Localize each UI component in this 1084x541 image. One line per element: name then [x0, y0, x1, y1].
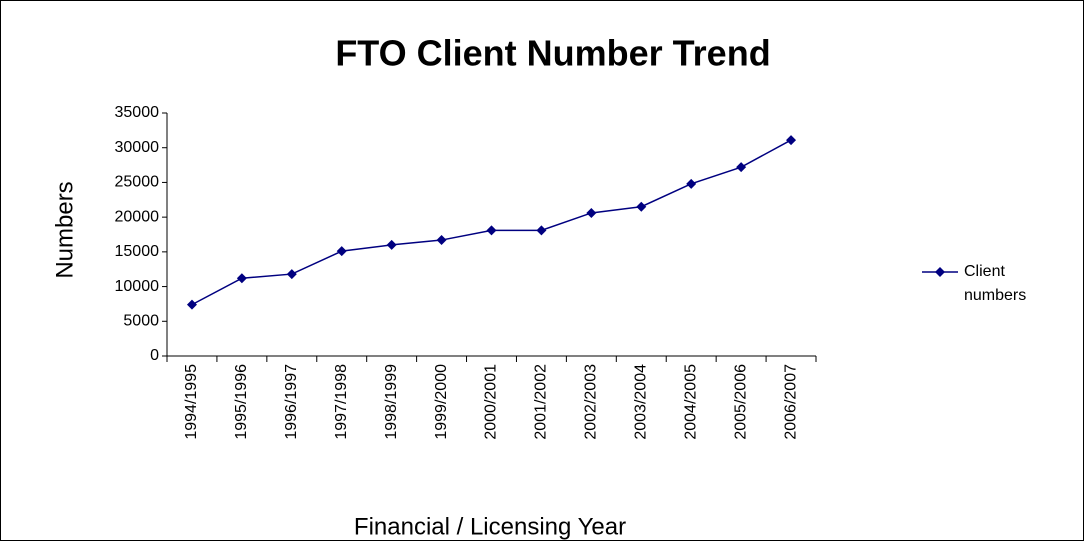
legend-label: Client numbers	[964, 263, 1027, 304]
y-tick-label: 10000	[115, 278, 160, 295]
x-tick-label: 2005/2006	[732, 364, 749, 440]
x-tick-label: 1996/1997	[283, 364, 300, 440]
x-tick-label: 1997/1998	[333, 364, 350, 440]
x-tick-label: 1999/2000	[433, 364, 450, 440]
x-tick-label: 1994/1995	[183, 364, 200, 440]
y-tick-label: 5000	[123, 313, 159, 330]
data-point	[436, 235, 447, 246]
data-point	[786, 135, 797, 146]
y-tick-label: 35000	[115, 104, 160, 121]
data-point	[336, 246, 347, 257]
x-tick-label: 2006/2007	[782, 364, 799, 440]
data-point	[486, 225, 497, 236]
y-tick-label: 30000	[115, 139, 160, 156]
data-point	[236, 273, 247, 284]
data-point	[686, 178, 697, 189]
x-axis-label: Financial / Licensing Year	[354, 513, 626, 540]
y-tick-label: 15000	[115, 243, 160, 260]
data-point	[586, 207, 597, 218]
data-point	[736, 162, 747, 173]
x-tick-label: 2001/2002	[533, 364, 550, 440]
y-tick-label: 20000	[115, 208, 160, 225]
data-point	[636, 201, 647, 212]
chart-title: FTO Client Number Trend	[335, 33, 770, 74]
y-tick-label: 25000	[115, 174, 160, 191]
x-tick-label: 2003/2004	[632, 364, 649, 440]
data-point	[386, 239, 397, 250]
x-tick-label: 1998/1999	[383, 364, 400, 440]
legend-marker	[935, 267, 945, 277]
x-tick-label: 1995/1996	[233, 364, 250, 440]
x-tick-label: 2002/2003	[583, 364, 600, 440]
y-axis-label: Numbers	[51, 181, 78, 278]
data-point	[536, 225, 547, 236]
y-tick-label: 0	[150, 347, 159, 364]
data-point	[286, 269, 297, 280]
x-tick-label: 2000/2001	[483, 364, 500, 440]
x-tick-label: 2004/2005	[682, 364, 699, 440]
data-point	[186, 299, 197, 310]
